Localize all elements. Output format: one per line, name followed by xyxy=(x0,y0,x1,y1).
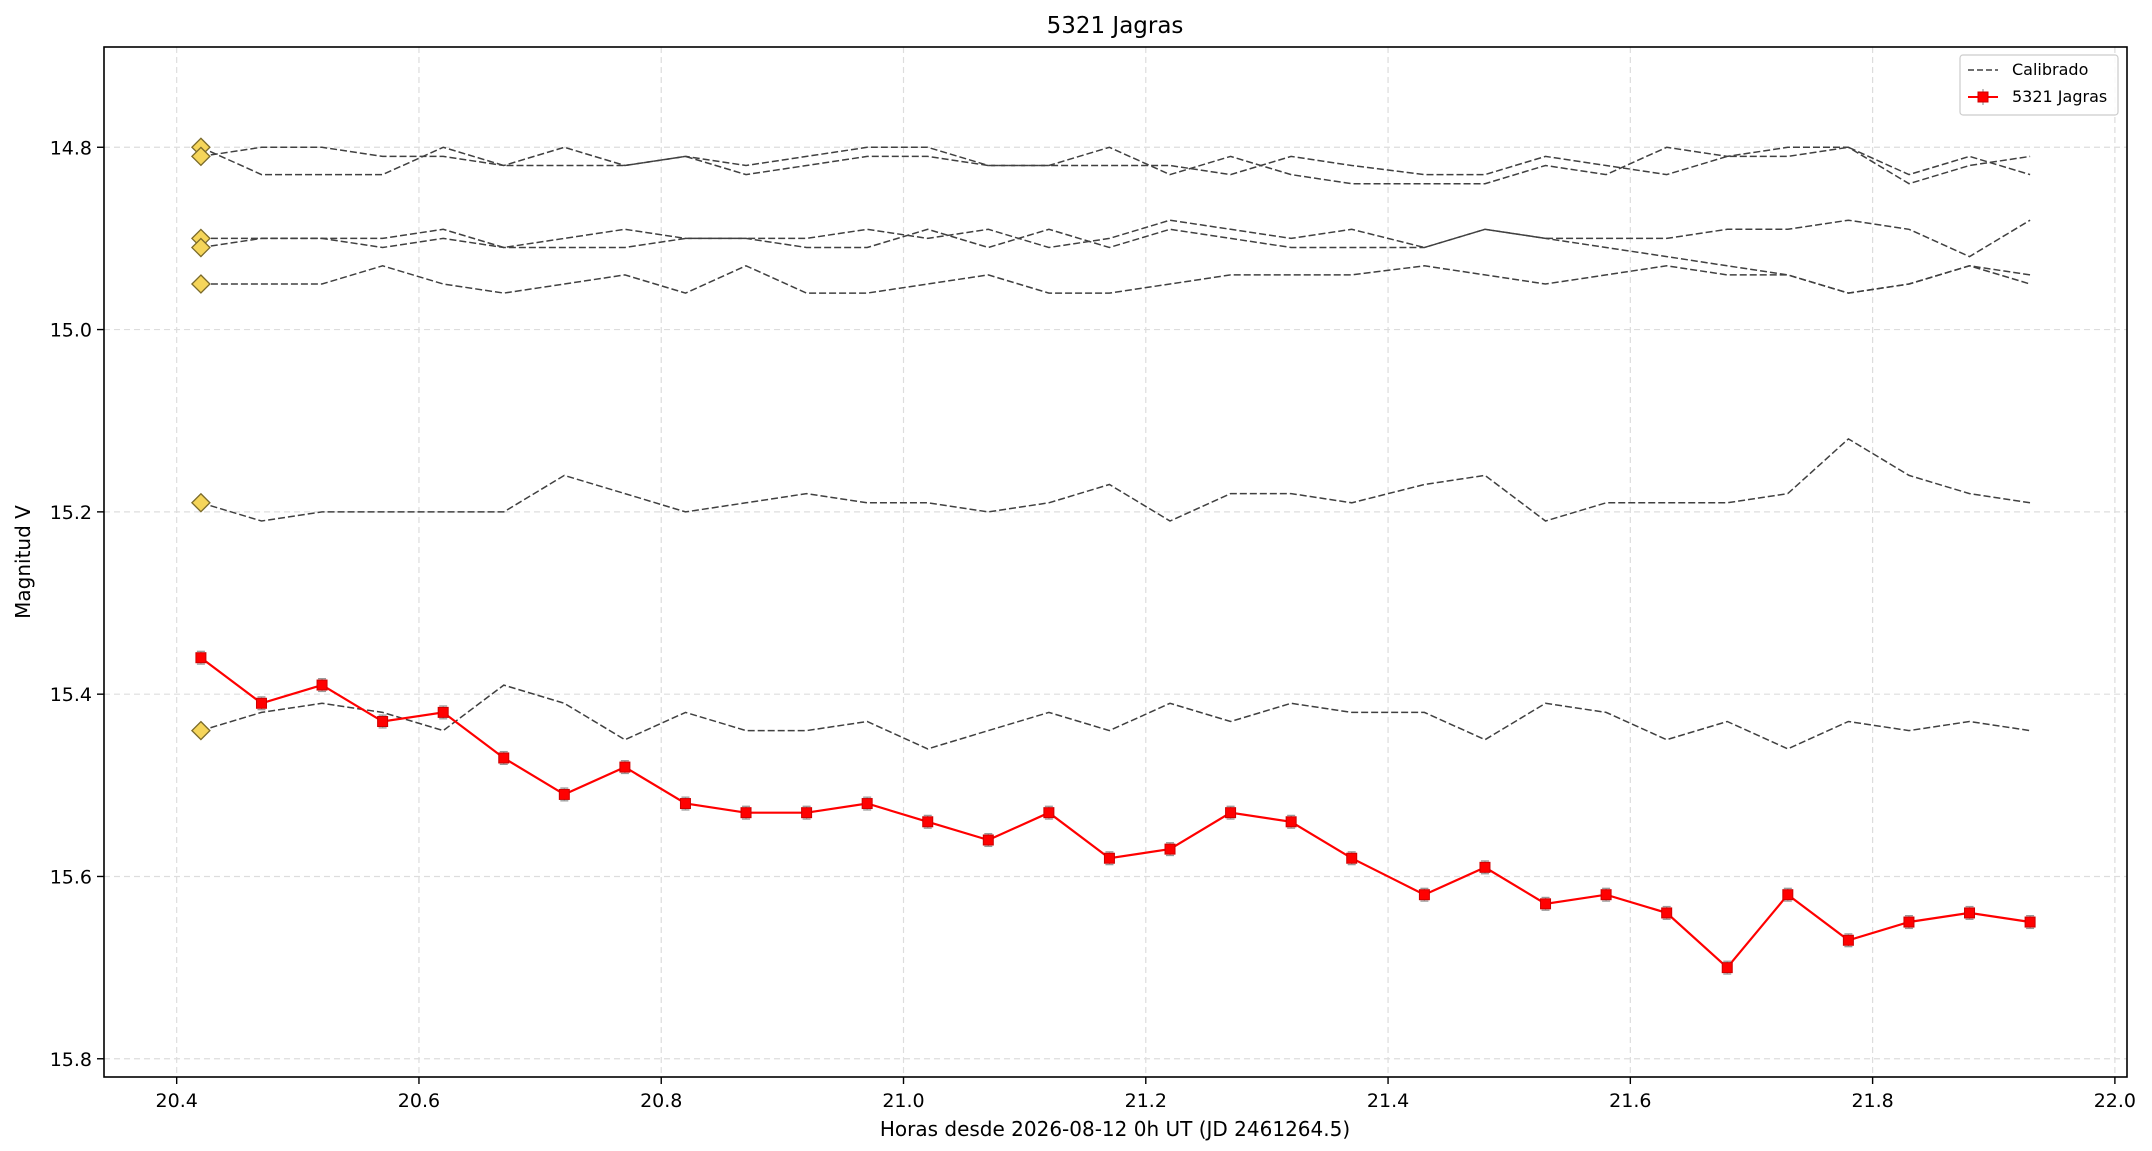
series-line-calibrado-4 xyxy=(200,219,2031,258)
data-point-5321-jagras xyxy=(195,652,207,664)
plot-frame xyxy=(103,46,2128,1078)
x-tick-label: 21.8 xyxy=(1851,1090,1893,1112)
data-point-5321-jagras xyxy=(619,761,631,773)
y-tick-label: 15.2 xyxy=(50,502,92,524)
legend-calibrado-label: Calibrado xyxy=(2012,60,2088,79)
data-point-5321-jagras xyxy=(1418,889,1430,901)
y-tick-label: 15.6 xyxy=(50,866,92,888)
data-point-5321-jagras xyxy=(316,679,328,691)
data-point-5321-jagras xyxy=(1721,962,1733,974)
data-point-5321-jagras xyxy=(922,816,934,828)
reference-star-marker xyxy=(190,720,211,741)
data-point-5321-jagras xyxy=(558,788,570,800)
series-line-calibrado-7 xyxy=(200,684,2031,750)
chart-title: 5321 Jagras xyxy=(1047,13,1184,39)
reference-star-marker xyxy=(190,237,211,258)
series-line-calibrado-5 xyxy=(200,264,2031,294)
x-axis-label: Horas desde 2026-08-12 0h UT (JD 2461264… xyxy=(880,1117,1350,1141)
legend-target-marker xyxy=(1977,91,1989,103)
y-tick-label: 14.8 xyxy=(50,137,92,159)
data-point-5321-jagras xyxy=(1346,852,1358,864)
data-point-5321-jagras xyxy=(1043,807,1055,819)
x-tick-label: 20.4 xyxy=(156,1090,198,1112)
x-tick-label: 21.6 xyxy=(1609,1090,1651,1112)
series-line-calibrado-1 xyxy=(200,146,2031,185)
reference-star-marker xyxy=(190,492,211,513)
x-tick-label: 20.8 xyxy=(640,1090,682,1112)
data-point-5321-jagras xyxy=(1600,889,1612,901)
series-layer xyxy=(195,146,2036,975)
data-point-5321-jagras xyxy=(2024,916,2036,928)
data-point-5321-jagras xyxy=(982,834,994,846)
data-point-5321-jagras xyxy=(1285,816,1297,828)
legend-box xyxy=(1959,54,2119,116)
x-tick-label: 21.2 xyxy=(1125,1090,1167,1112)
x-tick-label: 22.0 xyxy=(2094,1090,2136,1112)
data-point-5321-jagras xyxy=(377,716,389,728)
y-axis-label: Magnitud V xyxy=(11,505,35,619)
legend-target-label: 5321 Jagras xyxy=(2012,87,2107,106)
x-tick-label: 21.4 xyxy=(1367,1090,1409,1112)
data-point-5321-jagras xyxy=(1103,852,1115,864)
data-point-5321-jagras xyxy=(1903,916,1915,928)
data-point-5321-jagras xyxy=(1842,934,1854,946)
reference-star-marker xyxy=(190,274,211,294)
x-axis: 20.4 20.6 20.8 21.0 21.2 21.4 21.6 21.8 22.0 xyxy=(156,1077,2136,1112)
data-point-5321-jagras xyxy=(1964,907,1976,919)
data-point-5321-jagras xyxy=(1164,843,1176,855)
y-tick-label: 15.8 xyxy=(50,1049,92,1071)
data-point-5321-jagras xyxy=(1540,898,1552,910)
y-tick-label: 15.4 xyxy=(50,684,92,706)
data-point-5321-jagras xyxy=(801,807,813,819)
reference-marker-layer xyxy=(190,137,211,741)
y-axis: 14.8 15.0 15.2 15.4 15.6 15.8 xyxy=(50,137,104,1071)
data-point-5321-jagras xyxy=(861,798,873,810)
data-point-5321-jagras xyxy=(255,697,267,709)
data-point-5321-jagras xyxy=(1479,861,1491,873)
data-point-5321-jagras xyxy=(1782,889,1794,901)
series-line-calibrado-6 xyxy=(200,437,2031,522)
data-point-5321-jagras xyxy=(1225,807,1237,819)
data-point-5321-jagras xyxy=(740,807,752,819)
data-point-5321-jagras xyxy=(437,706,449,718)
x-tick-label: 21.0 xyxy=(882,1090,924,1112)
y-tick-label: 15.0 xyxy=(50,320,92,342)
reference-star-marker xyxy=(190,146,211,167)
data-point-5321-jagras xyxy=(498,752,510,764)
data-point-5321-jagras xyxy=(679,798,691,810)
data-point-5321-jagras xyxy=(1661,907,1673,919)
legend: Calibrado 5321 Jagras xyxy=(1959,54,2119,116)
x-tick-label: 20.6 xyxy=(398,1090,440,1112)
